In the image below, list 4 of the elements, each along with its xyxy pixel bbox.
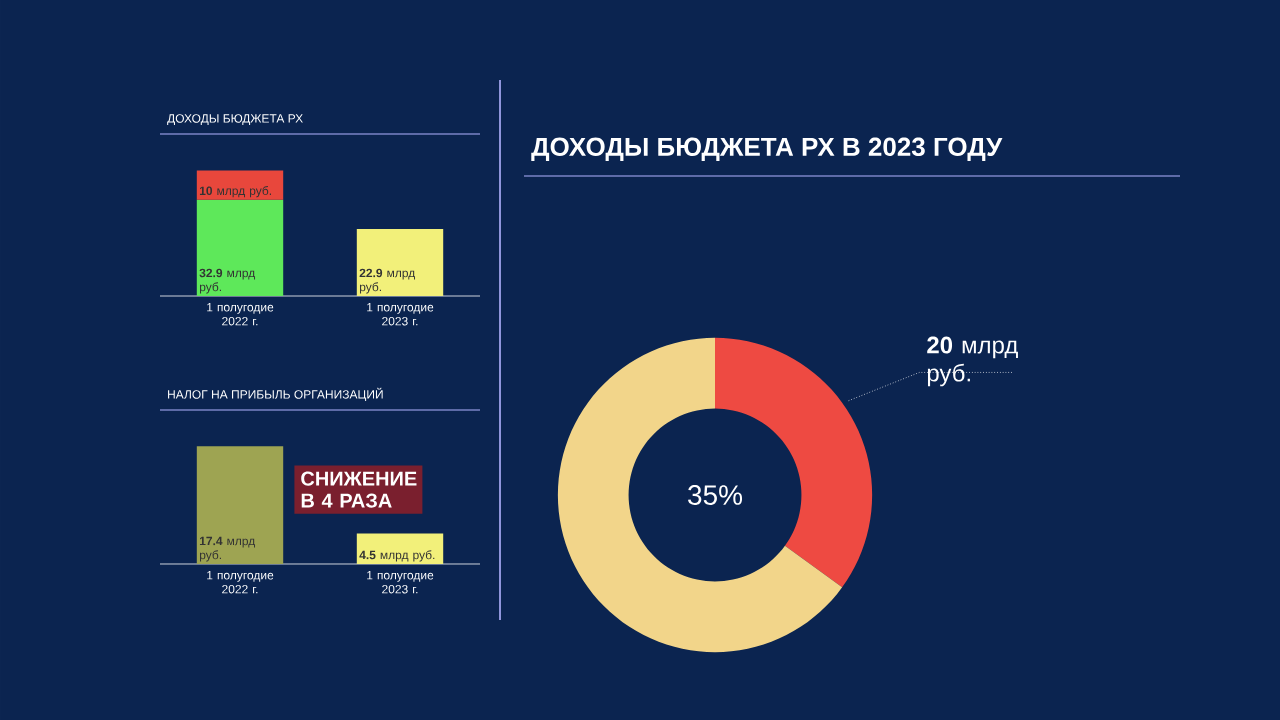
annotation: СНИЖЕНИЕ В 4 РАЗА <box>301 471 417 508</box>
chart-title: ДОХОДЫ БЮДЖЕТА РХ В 2023 ГОДУ <box>531 137 1003 161</box>
text: 20 млрд руб. <box>927 336 1018 387</box>
data-label: 35% <box>688 485 743 505</box>
